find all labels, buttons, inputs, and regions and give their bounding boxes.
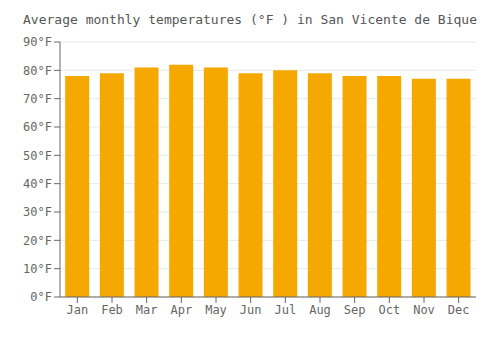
html-text:Average monthly temperatures (: Average monthly temperatures (°F ) in Sa… — [23, 12, 477, 27]
svg-text:Dec: Dec — [448, 303, 470, 317]
svg-text:Feb: Feb — [101, 303, 123, 317]
svg-text:70°F: 70°F — [23, 92, 52, 106]
svg-text:Jul: Jul — [274, 303, 296, 317]
svg-text:20°F: 20°F — [23, 234, 52, 248]
svg-text:60°F: 60°F — [23, 120, 52, 134]
svg-text:30°F: 30°F — [23, 205, 52, 219]
svg-text:Oct: Oct — [378, 303, 400, 317]
svg-text:May: May — [205, 303, 227, 317]
svg-text:Sep: Sep — [344, 303, 366, 317]
svg-text:10°F: 10°F — [23, 262, 52, 276]
svg-text:Mar: Mar — [136, 303, 158, 317]
svg-text:Jan: Jan — [66, 303, 88, 317]
svg-text:0°F: 0°F — [30, 290, 52, 304]
svg-text:Aug: Aug — [309, 303, 331, 317]
svg-text:40°F: 40°F — [23, 177, 52, 191]
svg-text:90°F: 90°F — [23, 35, 52, 49]
svg-text:80°F: 80°F — [23, 64, 52, 78]
svg-text:Nov: Nov — [413, 303, 435, 317]
svg-text:Apr: Apr — [170, 303, 192, 317]
svg-text:Jun: Jun — [240, 303, 262, 317]
svg-text:50°F: 50°F — [23, 149, 52, 163]
